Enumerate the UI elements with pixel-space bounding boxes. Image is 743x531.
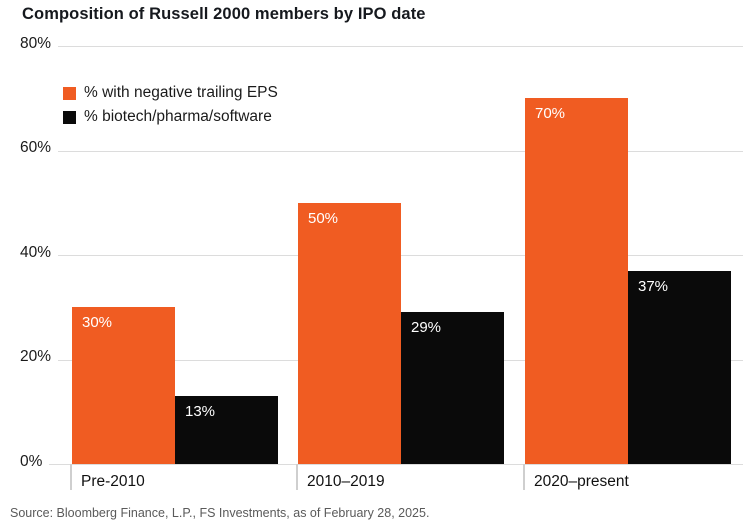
gridline-row: 80% [20,29,743,51]
x-axis-category-label: Pre-2010 [81,473,145,490]
gridline-row: 0% [20,447,743,469]
x-axis-tick [523,464,525,490]
chart-title: Composition of Russell 2000 members by I… [22,5,426,23]
bar-biotech-pharma-software: 29% [401,312,504,464]
bar-negative-eps: 70% [525,98,628,464]
gridline [58,46,743,47]
bar-negative-eps: 50% [298,202,401,464]
legend-item: % with negative trailing EPS [63,81,278,105]
x-axis-tick [296,464,298,490]
legend-label: % with negative trailing EPS [84,84,278,102]
bar-negative-eps: 30% [72,307,175,464]
bar-biotech-pharma-software: 13% [175,396,278,464]
y-axis-tick-label: 40% [20,243,52,261]
x-axis-category-label: 2010–2019 [307,473,385,490]
source-note: Source: Bloomberg Finance, L.P., FS Inve… [10,506,430,520]
y-axis-tick-label: 60% [20,139,52,156]
legend-swatch-icon [63,86,76,100]
bar-value-label: 70% [535,105,566,123]
x-axis-tick [70,464,72,490]
bar-biotech-pharma-software: 37% [628,270,731,464]
gridline-row: 60% [20,134,743,155]
gridline [49,464,743,465]
bar-value-label: 13% [185,403,216,421]
bar-value-label: 30% [82,314,113,332]
bar-value-label: 29% [411,319,442,337]
bar-value-label: 37% [638,277,669,295]
legend: % with negative trailing EPS % biotech/ph… [63,81,278,129]
legend-label: % biotech/pharma/software [84,108,272,126]
legend-item: % biotech/pharma/software [63,105,278,129]
y-axis-tick-label: 20% [20,348,52,365]
y-axis-tick-label: 0% [20,452,43,470]
gridline [58,150,743,152]
x-axis-category-label: 2020–present [534,473,629,490]
legend-swatch-icon [63,110,76,124]
y-axis-tick-label: 80% [20,34,52,52]
bar-value-label: 50% [308,209,339,227]
